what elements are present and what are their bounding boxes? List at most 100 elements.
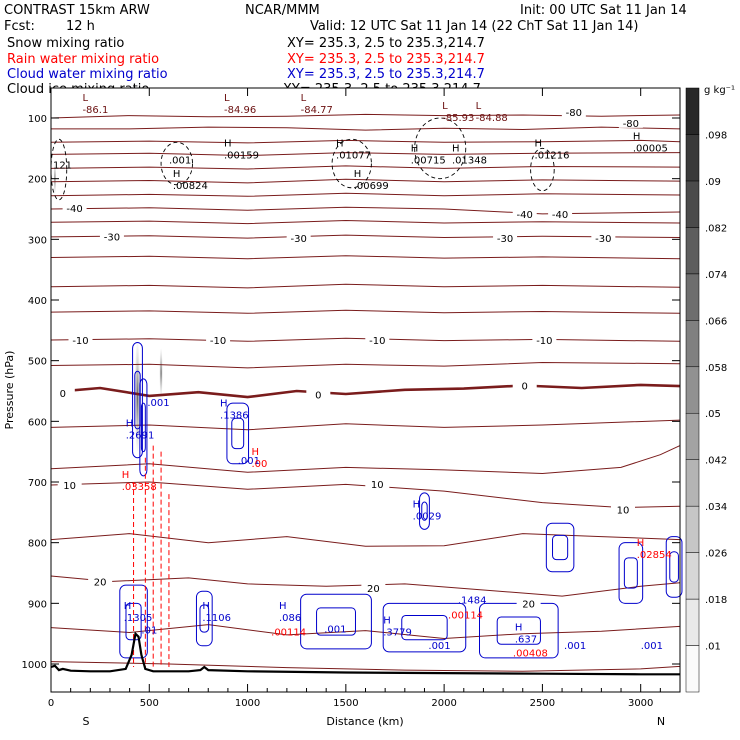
org-title: NCAR/MMM (245, 3, 320, 18)
temperature-contour (50, 624, 681, 640)
model-title: CONTRAST 15km ARW (4, 3, 150, 18)
fcst-value: 12 h (66, 19, 95, 34)
temperature-label: 0 (315, 391, 321, 402)
extremum-value: .001 (238, 456, 260, 467)
cloud-water-contour (545, 522, 575, 573)
extremum-mark: H (633, 131, 641, 142)
extremum-mark: H (124, 601, 132, 612)
colorbar-label: .082 (705, 223, 727, 234)
x-axis: 0 500 1000 1500 2000 2500 3000 (48, 88, 661, 709)
extremum-value: .00114 (271, 627, 306, 638)
extremum-value: .00114 (448, 610, 483, 621)
colorbar-label: .098 (705, 130, 727, 141)
temperature-label: -10 (536, 336, 552, 347)
temperature-label: 10 (371, 480, 384, 491)
extremum-value: .00699 (354, 181, 389, 192)
colorbar-label: .09 (705, 177, 721, 188)
temperature-contour (50, 255, 681, 260)
legend-rain-xy: XY= 235.3, 2.5 to 235.3,214.7 (287, 52, 485, 67)
temperature-label-bg (99, 230, 124, 242)
extremum-mark: L (301, 93, 307, 104)
cloud-water-contour (401, 614, 448, 641)
extremum-value: .001 (641, 641, 663, 652)
temperature-label-bg (206, 334, 231, 346)
snow-shade (159, 348, 163, 398)
colorbar-label: .05 (705, 409, 721, 420)
cloud-water-contour (316, 607, 356, 636)
extremum-value: -84.77 (301, 105, 333, 116)
extremum-value: .001 (564, 641, 586, 652)
y-tick-label: 100 (28, 114, 47, 125)
temperature-contour (50, 533, 681, 547)
legend-cloudwater-name: Cloud water mixing ratio (7, 67, 168, 82)
temperature-label-bg (493, 232, 518, 244)
temperature-contour (50, 283, 681, 289)
temperature-contour (50, 361, 681, 369)
north-label: N (657, 715, 665, 728)
colorbar-bin (685, 459, 700, 507)
extremum-value: .001 (324, 624, 346, 635)
plot-area (51, 88, 680, 692)
extremum-value: .00159 (224, 151, 259, 162)
x-tick-label: 1500 (333, 698, 358, 709)
colorbar-bin (685, 412, 700, 460)
extremum-value: -86.1 (82, 105, 108, 116)
extremum-mark: H (515, 623, 523, 634)
y-tick-label: 900 (28, 599, 47, 610)
colorbar-label: .026 (705, 549, 727, 560)
temperature-label: -10 (369, 336, 385, 347)
extremum-value: .01216 (535, 151, 570, 162)
temperature-contour (50, 178, 681, 184)
temperature-labels: -80 -80 -40 -40 -40 -30 -30 -30 -30 -10 -10 -10 -10 0… (50, 105, 643, 610)
cloud-ice-contour (160, 141, 193, 186)
cloud-ice-contour (530, 147, 555, 192)
snow-shading-layer (53, 163, 163, 452)
temperature-contour (50, 234, 681, 239)
cloud-water-contour (669, 551, 679, 583)
y-tick-label: 200 (28, 175, 47, 186)
y-tick-label: 400 (28, 296, 47, 307)
y-tick-label: 700 (28, 478, 47, 489)
temperature-contour (50, 192, 681, 197)
extremum-mark: H (173, 169, 181, 180)
temperature-label-bg (561, 105, 586, 117)
y-axis-title: Pressure (hPa) (3, 351, 16, 430)
extremum-mark: H (535, 139, 543, 150)
temperature-contour (50, 165, 681, 170)
cloud-water-contour (231, 417, 245, 450)
extremum-value: .001 (428, 641, 450, 652)
init-time: Init: 00 UTC Sat 11 Jan 14 (520, 3, 687, 18)
colorbar: .01 .018 .026 .034 .042 .05 .058 .066 .074 .082 .0… (685, 87, 727, 693)
temperature-label-bg (57, 479, 82, 491)
extremum-value: .00408 (513, 649, 548, 660)
extremum-value: .01077 (336, 151, 371, 162)
cloud-water-contour (623, 557, 638, 589)
extremum-value: -84.88 (476, 113, 508, 124)
cloud-water-contour (382, 602, 467, 653)
x-tick-label: 2500 (530, 698, 555, 709)
colorbar-label: .018 (705, 595, 727, 606)
extremum-mark: H (336, 139, 344, 150)
temperature-label: -40 (517, 210, 533, 221)
extremum-value: .00 (251, 459, 267, 470)
snow-shade (134, 342, 141, 452)
temperature-label-bg (361, 582, 386, 594)
temperature-contour (50, 445, 681, 475)
extremum-mark: H (220, 398, 228, 409)
temperature-label-bg (50, 386, 75, 398)
cloud-water-contours (119, 341, 683, 659)
temperature-label: 10 (617, 505, 630, 516)
cloud-ice-contour (414, 117, 467, 180)
header: CONTRAST 15km ARW NCAR/MMM Init: 00 UTC … (4, 3, 687, 97)
temperature-label-bg (306, 388, 331, 400)
extremum-value: .086 (279, 613, 301, 624)
temperature-label: -80 (623, 119, 639, 130)
x-tick-label: 3000 (628, 698, 653, 709)
colorbar-bin (685, 227, 700, 275)
extremum-mark: L (476, 101, 482, 112)
temperature-label-bg (512, 207, 537, 219)
x-tick-label: 1000 (235, 698, 260, 709)
cloud-water-contour (421, 501, 428, 521)
y-tick-label: 500 (28, 357, 47, 368)
extremum-value: .637 (515, 635, 537, 646)
